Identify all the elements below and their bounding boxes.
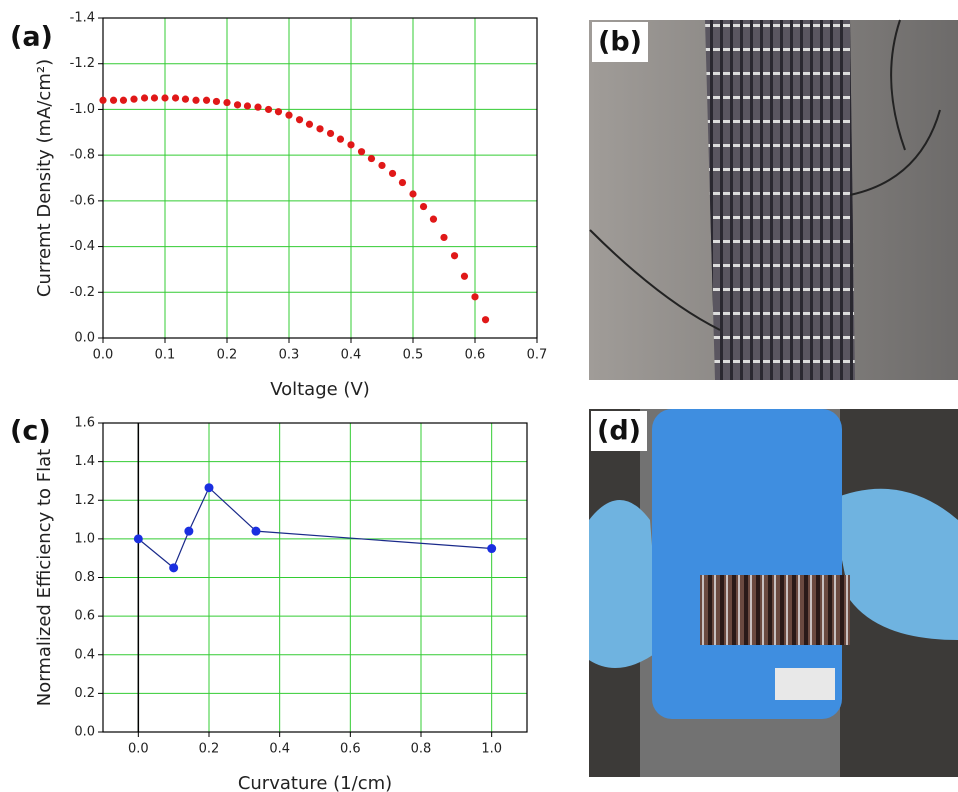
point [336,135,345,143]
point [140,94,149,102]
x-tick-label: 1.0 [481,742,502,757]
point [429,215,438,223]
point [119,96,128,104]
point [109,96,118,104]
point [192,96,200,104]
point [388,169,397,178]
point [487,544,497,554]
x-tick-label: 0.2 [217,348,238,363]
series-line [137,486,492,569]
point [285,111,293,119]
point [357,148,366,156]
point [347,141,355,149]
point [316,125,324,133]
x-tick-label: 0.6 [465,348,486,363]
photo-b: (b) [589,19,958,380]
x-axis-label: Curvature (1/cm) [238,773,392,792]
y-tick-label: 0.4 [74,647,95,662]
point [326,129,335,138]
point [481,316,490,324]
y-tick-label: -1.2 [70,56,95,71]
point [264,105,273,114]
panel-label: (a) [10,22,53,53]
point [251,526,261,536]
x-tick-label: 0.4 [269,742,290,757]
point [460,272,469,280]
x-tick-label: 0.0 [128,742,149,757]
point [367,154,376,163]
point [99,96,107,104]
y-tick-label: 0.8 [74,570,95,585]
point [212,97,221,106]
x-tick-label: 0.0 [93,348,114,363]
point [305,120,314,128]
point [419,202,428,211]
point [471,293,479,301]
panel-label: (c) [10,416,51,447]
point [409,190,417,198]
plot-frame [102,422,528,733]
y-tick-label: 1.0 [74,531,95,546]
photo-d: (d) [589,409,958,777]
point [233,101,242,109]
point [181,95,190,103]
y-tick-label: -0.2 [70,285,95,300]
point [150,94,159,102]
y-axis-label: Normalized Efficiency to Flat [34,449,55,706]
x-tick-label: 0.6 [340,742,361,757]
point [184,526,194,536]
x-axis-label: Voltage (V) [270,379,370,400]
point [202,96,211,104]
plot-frame [102,17,538,339]
y-tick-label: -1.4 [70,11,95,26]
y-axis-label: Curremt Density (mA/cm²) [34,59,55,297]
y-tick-label: 1.6 [74,416,95,431]
y-tick-label: 1.4 [74,454,95,469]
x-tick-label: 0.8 [411,742,432,757]
y-tick-label: -0.6 [70,193,95,208]
point [133,534,143,544]
point [204,483,214,493]
x-tick-label: 0.2 [199,742,220,757]
point [169,563,179,573]
x-tick-label: 0.5 [403,348,424,363]
point [440,233,448,242]
y-tick-label: -0.8 [70,148,95,163]
y-tick-label: 0.0 [74,331,95,346]
point [295,116,304,124]
x-tick-label: 0.7 [527,348,548,363]
point [274,108,283,116]
panel-label: (d) [597,416,641,447]
point [378,161,386,170]
y-tick-label: 0.0 [74,725,95,740]
point [398,178,407,187]
y-tick-label: 1.2 [74,493,95,508]
y-tick-label: -1.0 [70,102,95,117]
point [254,103,262,111]
y-tick-label: 0.2 [74,686,95,701]
point [450,252,459,260]
x-tick-label: 0.1 [155,348,176,363]
x-tick-label: 0.3 [279,348,300,363]
point [223,98,231,107]
point [130,95,138,103]
x-tick-label: 0.4 [341,348,362,363]
y-tick-label: -0.4 [70,239,95,254]
panel-label: (b) [598,27,642,58]
point [243,102,252,110]
point [171,94,180,102]
point [161,94,169,102]
y-tick-label: 0.6 [74,609,95,624]
